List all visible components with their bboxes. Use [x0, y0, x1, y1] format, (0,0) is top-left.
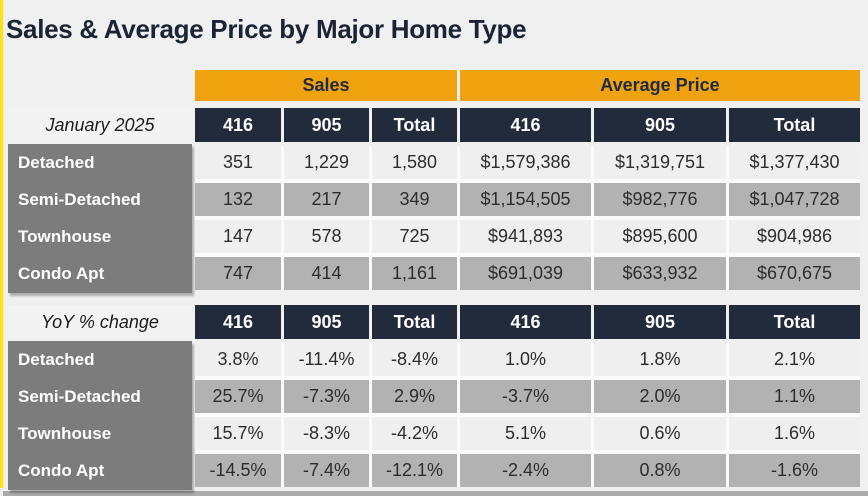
section-yoy-change: YoY % change 416 905 Total 416 905 Total… [8, 305, 860, 490]
data-cell: 1,580 [372, 146, 457, 179]
group-header-spacer [8, 70, 192, 101]
column-header-row: January 2025 416 905 Total 416 905 Total [8, 108, 860, 142]
data-cell: 1.1% [729, 380, 860, 413]
data-cell: 351 [195, 146, 281, 179]
data-cell: 217 [284, 183, 369, 216]
col-header-price-905: 905 [594, 305, 726, 339]
column-header-row: YoY % change 416 905 Total 416 905 Total [8, 305, 860, 339]
data-cell: -11.4% [284, 343, 369, 376]
row-label-semi-detached: Semi-Detached [18, 190, 141, 209]
data-cell: 725 [372, 220, 457, 253]
data-cell: -1.6% [729, 454, 860, 487]
average-price-group-header: Average Price [460, 70, 860, 101]
data-cell: 3.8% [195, 343, 281, 376]
data-cell: 132 [195, 183, 281, 216]
row-label-detached: Detached [18, 350, 95, 369]
yoy-label: YoY % change [8, 305, 192, 339]
data-cell: $904,986 [729, 220, 860, 253]
data-cell: 147 [195, 220, 281, 253]
data-cell: -14.5% [195, 454, 281, 487]
data-cell: -8.3% [284, 417, 369, 450]
col-header-sales-416: 416 [195, 305, 281, 339]
data-cell: 15.7% [195, 417, 281, 450]
slide-edge-strip [0, 0, 3, 488]
data-cell: 2.9% [372, 380, 457, 413]
data-cell: -2.4% [460, 454, 591, 487]
data-cell: 1,161 [372, 257, 457, 290]
sales-group-header: Sales [195, 70, 457, 101]
data-cell: 349 [372, 183, 457, 216]
data-cell: -4.2% [372, 417, 457, 450]
data-cell: $1,319,751 [594, 146, 726, 179]
data-cell: $1,047,728 [729, 183, 860, 216]
col-header-price-416: 416 [460, 108, 591, 142]
data-cell: $691,039 [460, 257, 591, 290]
slide-bottom-edge [3, 491, 868, 496]
row-header-column: Detached Semi-Detached Townhouse Condo A… [8, 341, 192, 490]
col-header-sales-905: 905 [284, 305, 369, 339]
data-cell: $982,776 [594, 183, 726, 216]
data-cell: -7.4% [284, 454, 369, 487]
data-grid: 351 1,229 1,580 $1,579,386 $1,319,751 $1… [195, 146, 860, 290]
row-label-semi-detached: Semi-Detached [18, 387, 141, 406]
data-cell: 1.8% [594, 343, 726, 376]
period-label: January 2025 [8, 108, 192, 142]
data-cell: $895,600 [594, 220, 726, 253]
row-header-column: Detached Semi-Detached Townhouse Condo A… [8, 144, 192, 293]
data-cell: 747 [195, 257, 281, 290]
home-type-table: Sales Average Price January 2025 416 905… [8, 70, 860, 490]
data-cell: 1.0% [460, 343, 591, 376]
col-header-price-416: 416 [460, 305, 591, 339]
data-cell: -12.1% [372, 454, 457, 487]
data-cell: $1,579,386 [460, 146, 591, 179]
page-title: Sales & Average Price by Major Home Type [6, 14, 527, 44]
row-label-condo-apt: Condo Apt [18, 264, 105, 283]
row-label-townhouse: Townhouse [18, 227, 112, 246]
data-cell: 578 [284, 220, 369, 253]
data-cell: $670,675 [729, 257, 860, 290]
col-header-price-905: 905 [594, 108, 726, 142]
data-cell: -8.4% [372, 343, 457, 376]
row-label-detached: Detached [18, 153, 95, 172]
col-header-sales-905: 905 [284, 108, 369, 142]
data-cell: $941,893 [460, 220, 591, 253]
group-header-row: Sales Average Price [8, 70, 860, 101]
data-cell: 2.1% [729, 343, 860, 376]
data-cell: $1,377,430 [729, 146, 860, 179]
col-header-price-total: Total [729, 108, 860, 142]
data-cell: 1.6% [729, 417, 860, 450]
data-cell: 1,229 [284, 146, 369, 179]
data-cell: 0.8% [594, 454, 726, 487]
data-cell: 0.6% [594, 417, 726, 450]
data-cell: 414 [284, 257, 369, 290]
section-january-2025: January 2025 416 905 Total 416 905 Total… [8, 108, 860, 293]
data-cell: 5.1% [460, 417, 591, 450]
data-grid: 3.8% -11.4% -8.4% 1.0% 1.8% 2.1% 25.7% -… [195, 343, 860, 487]
col-header-sales-total: Total [372, 305, 457, 339]
row-label-townhouse: Townhouse [18, 424, 112, 443]
data-cell: -3.7% [460, 380, 591, 413]
data-cell: $1,154,505 [460, 183, 591, 216]
col-header-price-total: Total [729, 305, 860, 339]
row-label-condo-apt: Condo Apt [18, 461, 105, 480]
data-cell: -7.3% [284, 380, 369, 413]
col-header-sales-total: Total [372, 108, 457, 142]
data-cell: $633,932 [594, 257, 726, 290]
data-cell: 25.7% [195, 380, 281, 413]
col-header-sales-416: 416 [195, 108, 281, 142]
data-cell: 2.0% [594, 380, 726, 413]
